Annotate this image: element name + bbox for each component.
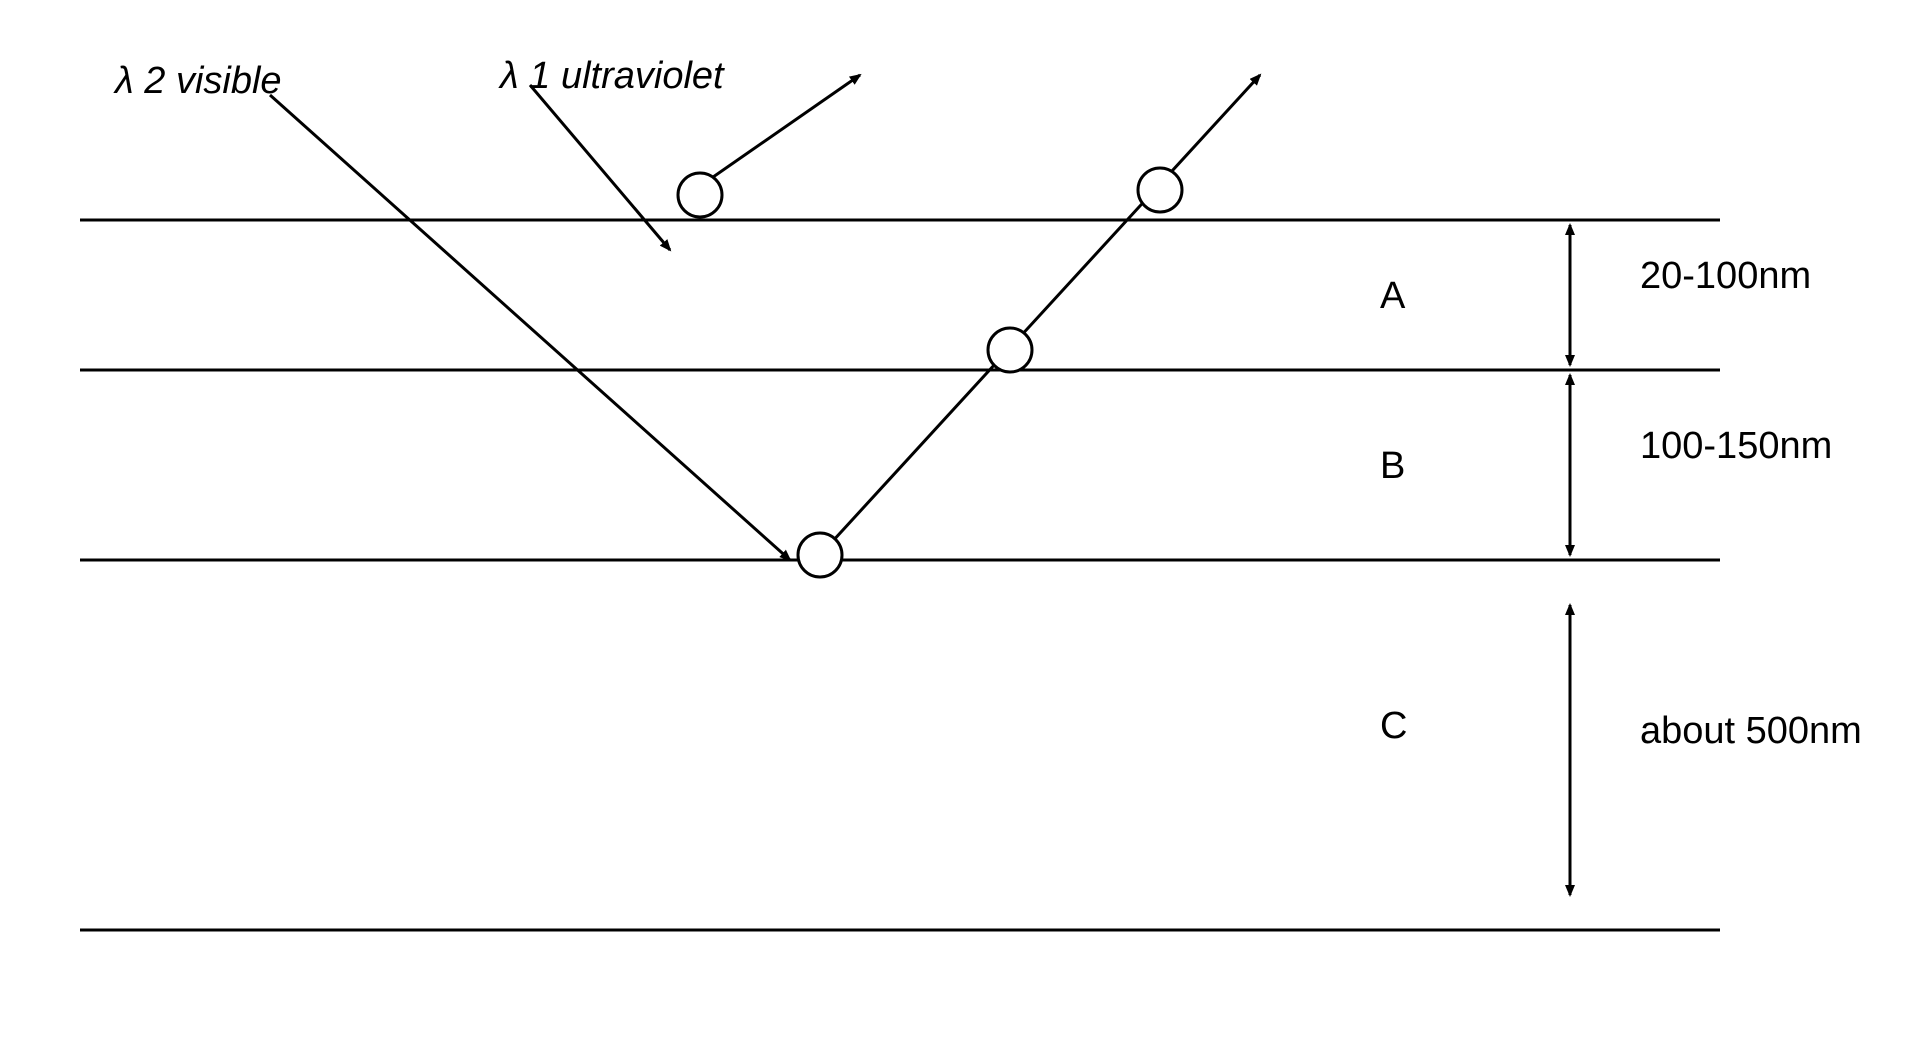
lambda2-circle-middle: [988, 328, 1032, 372]
diagram-container: λ 2 visible λ 1 ultraviolet A B C 20-100…: [0, 0, 1908, 1045]
lambda2-reflected-ray: [820, 75, 1260, 555]
lambda1-label: λ 1 ultraviolet: [500, 55, 724, 98]
lambda2-circle-top: [1138, 168, 1182, 212]
layer-label-a: A: [1380, 275, 1405, 318]
diagram-svg: [0, 0, 1908, 1045]
lambda2-circle-bottom: [798, 533, 842, 577]
dimension-label-b: 100-150nm: [1640, 425, 1832, 468]
layer-label-b: B: [1380, 445, 1405, 488]
dimension-label-c: about 500nm: [1640, 710, 1862, 753]
lambda1-scatter-circle: [678, 173, 722, 217]
lambda2-label: λ 2 visible: [115, 60, 282, 103]
dimension-label-a: 20-100nm: [1640, 255, 1811, 298]
lambda2-incident-ray: [270, 95, 790, 560]
lambda1-incident-ray: [530, 85, 670, 250]
layer-label-c: C: [1380, 705, 1407, 748]
